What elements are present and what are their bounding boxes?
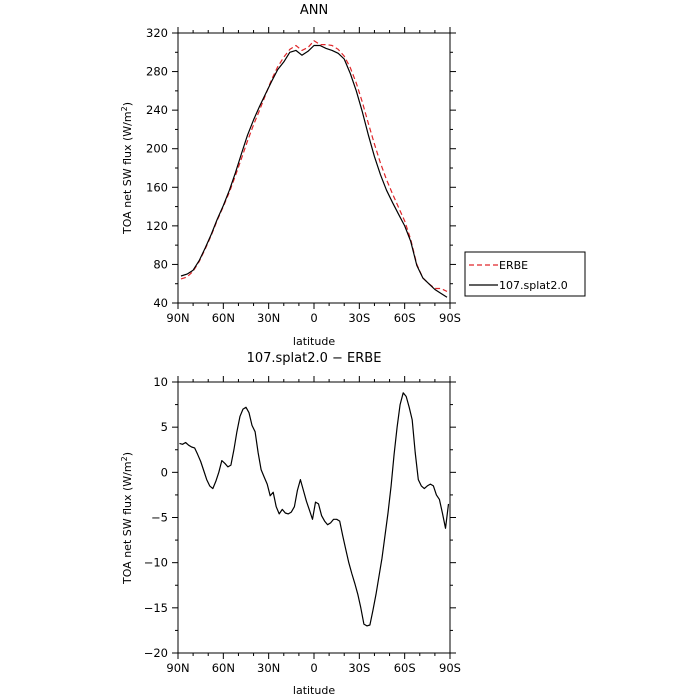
bottom-xtick-label: 0 [310, 661, 317, 675]
top-panel-ylabel-text: TOA net SW flux (W/m2) [120, 102, 134, 235]
top-xtick-label: 0 [310, 311, 317, 325]
top-ytick-label: 320 [146, 26, 168, 40]
bottom-xtick-label: 60N [212, 661, 235, 675]
bottom-panel-ylabel-text: TOA net SW flux (W/m2) [120, 452, 134, 585]
top-ytick-label: 200 [146, 142, 168, 156]
bottom-series-line-0 [179, 392, 450, 627]
top-ytick-label: 40 [153, 296, 168, 310]
top-series-line-0 [180, 40, 448, 292]
top-xtick-label: 30S [348, 311, 370, 325]
bottom-xtick-label: 90S [439, 661, 461, 675]
top-xtick-label: 90N [166, 311, 189, 325]
top-xtick-label: 90S [439, 311, 461, 325]
top-ytick-label: 120 [146, 219, 168, 233]
top-series-line-1 [180, 44, 448, 298]
bottom-ytick-label: −15 [144, 601, 168, 615]
bottom-ytick-label: −5 [151, 511, 168, 525]
bottom-ytick-label: 0 [161, 465, 168, 479]
top-xtick-label: 30N [257, 311, 280, 325]
top-ytick-label: 280 [146, 65, 168, 79]
top-panel-ylabel: TOA net SW flux (W/m2) [120, 102, 134, 235]
bottom-xtick-label: 60S [394, 661, 416, 675]
top-panel-series [180, 40, 448, 298]
bottom-panel-xlabel: latitude [293, 684, 335, 697]
bottom-xtick-label: 30S [348, 661, 370, 675]
bottom-xtick-label: 30N [257, 661, 280, 675]
bottom-panel-ylabel: TOA net SW flux (W/m2) [120, 452, 134, 585]
bottom-panel-frame [177, 381, 451, 654]
bottom-ytick-label: 5 [161, 420, 168, 434]
bottom-panel-series [179, 392, 450, 627]
top-panel-title: ANN [300, 3, 328, 18]
top-ytick-label: 80 [153, 257, 168, 271]
bottom-xtick-label: 90N [166, 661, 189, 675]
bottom-ytick-label: 10 [153, 375, 168, 389]
top-panel-frame [177, 32, 451, 304]
legend: ERBE 107.splat2.0 [464, 251, 586, 297]
bottom-panel-difference: 107.splat2.0 − ERBE TOA net SW flux (W/m… [120, 351, 461, 697]
legend-label-model: 107.splat2.0 [499, 279, 568, 292]
bottom-panel-ticks: 90N 60N 30N 0 30S 60S 90S −20 −15 −10 −5 0 5 10 [144, 375, 461, 675]
bottom-ytick-label: −20 [144, 646, 168, 660]
legend-label-erbe: ERBE [499, 259, 528, 272]
top-panel-xlabel: latitude [293, 335, 335, 348]
top-ytick-label: 160 [146, 180, 168, 194]
top-panel-ticks: 90N 60N 30N 0 30S 60S 90S 40 80 120 160 200 240 280 32… [146, 26, 461, 325]
top-xtick-label: 60N [212, 311, 235, 325]
legend-box [464, 251, 586, 297]
top-ytick-label: 240 [146, 103, 168, 117]
top-panel-ann: ANN TOA net SW flux (W/m2) latitude 90N 6… [120, 3, 461, 348]
bottom-panel-title: 107.splat2.0 − ERBE [247, 351, 382, 366]
top-xtick-label: 60S [394, 311, 416, 325]
bottom-ytick-label: −10 [144, 556, 168, 570]
